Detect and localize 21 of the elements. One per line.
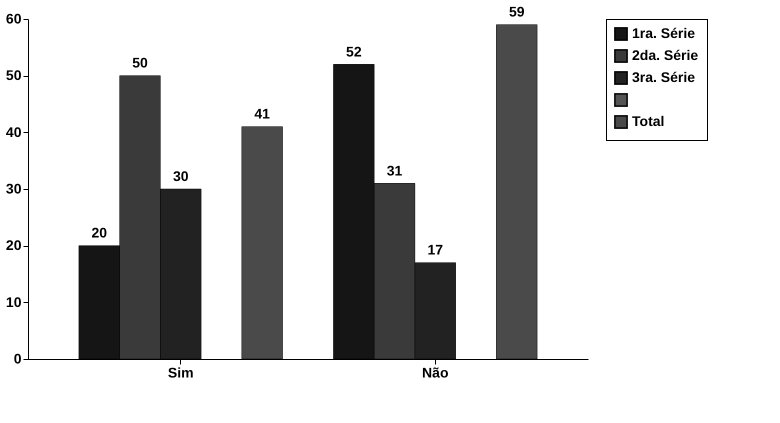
y-tick-label: 0 — [14, 350, 22, 366]
x-tick-label: Sim — [168, 364, 194, 380]
legend-label: 3ra. Série — [632, 69, 696, 85]
y-tick-label: 20 — [6, 237, 22, 254]
y-tick-label: 50 — [6, 67, 22, 84]
x-tick-label: Não — [422, 364, 448, 380]
legend-label: Total — [632, 113, 664, 129]
data-label: 41 — [254, 106, 270, 122]
data-label: 59 — [508, 4, 525, 20]
legend-label: 2da. Série — [632, 47, 698, 63]
data-label: 30 — [172, 168, 189, 184]
y-tick-label: 60 — [6, 10, 22, 26]
data-label: 17 — [427, 242, 444, 258]
data-label: 20 — [91, 224, 108, 241]
data-label: 50 — [132, 54, 148, 71]
y-tick-label: 10 — [6, 294, 22, 310]
legend-label: 1ra. Série — [632, 25, 696, 41]
y-tick-label: 40 — [6, 124, 22, 140]
data-label: 31 — [386, 162, 403, 178]
y-tick-label: 30 — [6, 180, 22, 196]
data-label: 52 — [346, 43, 362, 60]
